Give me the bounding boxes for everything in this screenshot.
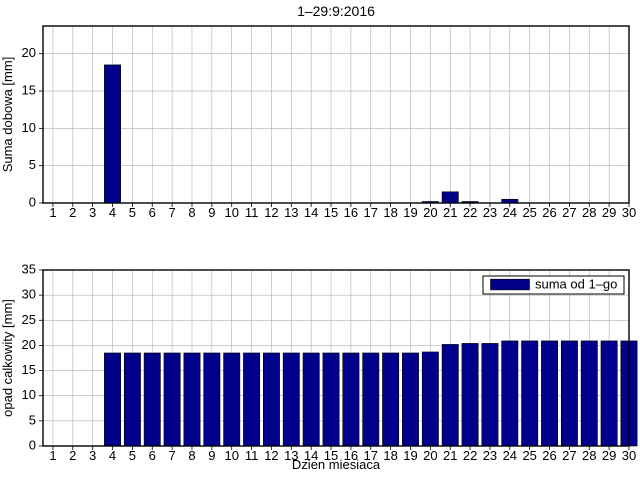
svg-text:29: 29 [602, 448, 616, 463]
svg-text:25: 25 [522, 205, 536, 220]
svg-text:11: 11 [245, 448, 259, 463]
svg-text:Suma dobowa [mm]: Suma dobowa [mm] [0, 57, 15, 173]
svg-text:21: 21 [443, 205, 457, 220]
svg-text:1: 1 [49, 448, 56, 463]
svg-text:8: 8 [188, 448, 195, 463]
svg-text:9: 9 [208, 205, 215, 220]
svg-text:20: 20 [423, 448, 437, 463]
svg-text:30: 30 [622, 448, 636, 463]
svg-text:2: 2 [69, 448, 76, 463]
svg-text:26: 26 [542, 448, 556, 463]
svg-text:16: 16 [344, 205, 358, 220]
svg-text:27: 27 [562, 448, 576, 463]
svg-text:4: 4 [109, 205, 116, 220]
svg-text:9: 9 [208, 448, 215, 463]
svg-text:24: 24 [503, 448, 517, 463]
svg-text:30: 30 [622, 205, 636, 220]
svg-text:23: 23 [483, 205, 497, 220]
svg-text:28: 28 [582, 205, 596, 220]
svg-text:6: 6 [149, 448, 156, 463]
svg-text:22: 22 [463, 205, 477, 220]
svg-text:24: 24 [503, 205, 517, 220]
svg-text:7: 7 [169, 448, 176, 463]
svg-text:opad calkowity [mm]: opad calkowity [mm] [0, 299, 15, 417]
svg-text:11: 11 [245, 205, 259, 220]
svg-text:1–29:9:2016: 1–29:9:2016 [297, 3, 375, 19]
svg-text:30: 30 [22, 287, 36, 302]
svg-text:7: 7 [169, 205, 176, 220]
svg-text:19: 19 [403, 448, 417, 463]
svg-text:10: 10 [22, 387, 36, 402]
svg-text:28: 28 [582, 448, 596, 463]
svg-text:3: 3 [89, 205, 96, 220]
svg-text:15: 15 [324, 205, 338, 220]
svg-text:20: 20 [423, 205, 437, 220]
svg-text:25: 25 [22, 312, 36, 327]
svg-text:0: 0 [29, 438, 36, 453]
svg-text:Dzien miesiaca: Dzien miesiaca [292, 457, 381, 472]
svg-text:13: 13 [284, 205, 298, 220]
svg-text:12: 12 [264, 205, 278, 220]
svg-text:4: 4 [109, 448, 116, 463]
svg-text:18: 18 [383, 205, 397, 220]
svg-text:10: 10 [224, 205, 238, 220]
svg-text:27: 27 [562, 205, 576, 220]
svg-text:23: 23 [483, 448, 497, 463]
svg-text:8: 8 [188, 205, 195, 220]
svg-text:10: 10 [224, 448, 238, 463]
svg-text:10: 10 [22, 120, 36, 135]
svg-text:21: 21 [443, 448, 457, 463]
svg-text:15: 15 [22, 83, 36, 98]
svg-text:2: 2 [69, 205, 76, 220]
svg-text:19: 19 [403, 205, 417, 220]
svg-text:5: 5 [129, 205, 136, 220]
svg-text:6: 6 [149, 205, 156, 220]
svg-text:0: 0 [29, 195, 36, 210]
svg-text:suma od 1–go: suma od 1–go [535, 277, 617, 292]
svg-text:5: 5 [29, 412, 36, 427]
svg-text:14: 14 [304, 205, 318, 220]
svg-text:1: 1 [49, 205, 56, 220]
svg-text:17: 17 [364, 205, 378, 220]
svg-text:5: 5 [29, 157, 36, 172]
svg-text:12: 12 [264, 448, 278, 463]
svg-text:20: 20 [22, 337, 36, 352]
svg-text:35: 35 [22, 262, 36, 277]
svg-text:22: 22 [463, 448, 477, 463]
svg-text:18: 18 [383, 448, 397, 463]
svg-text:25: 25 [522, 448, 536, 463]
svg-text:15: 15 [22, 362, 36, 377]
svg-text:26: 26 [542, 205, 556, 220]
svg-text:3: 3 [89, 448, 96, 463]
svg-text:29: 29 [602, 205, 616, 220]
svg-text:5: 5 [129, 448, 136, 463]
svg-text:20: 20 [22, 45, 36, 60]
